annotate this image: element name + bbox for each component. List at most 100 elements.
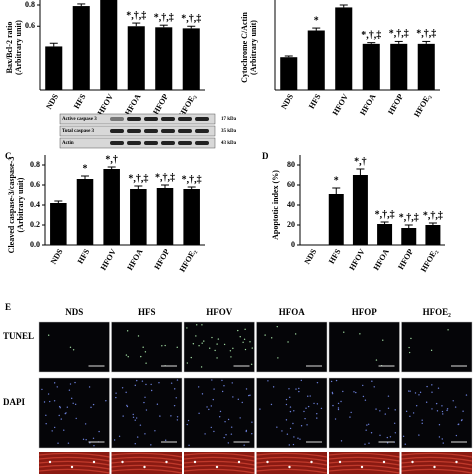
cell-dot — [41, 388, 43, 391]
blot-band — [161, 117, 175, 121]
tissue-streak — [256, 452, 328, 458]
cell-dot — [438, 424, 441, 426]
x-tick-label: HFS — [72, 92, 88, 110]
cell-dot — [213, 388, 215, 390]
cell-dot — [125, 354, 128, 356]
cell-dot — [200, 366, 203, 368]
cell-dot — [425, 401, 428, 403]
x-tick-label: HFOP — [152, 247, 171, 271]
cell-dot — [307, 395, 309, 397]
blot-band — [161, 141, 175, 145]
cell-dot — [121, 387, 124, 389]
cell-dot — [313, 402, 315, 405]
cell-dot — [161, 345, 163, 347]
cell-dot — [340, 400, 342, 403]
cell-dot — [92, 437, 95, 440]
cell-dot — [219, 410, 222, 413]
cell-dot — [462, 410, 464, 412]
cell-dot — [134, 384, 136, 387]
cell-dot — [366, 424, 368, 426]
bar — [390, 43, 408, 90]
cell-dot — [454, 406, 457, 408]
blot-label: Active caspase 3 — [62, 117, 97, 122]
annotation: *,†,‡ — [126, 10, 146, 21]
tissue-streak — [401, 460, 473, 466]
cell-dot — [218, 416, 221, 418]
cell-dot — [186, 327, 188, 329]
cell-dot — [59, 407, 61, 409]
x-tick-label: HFOA — [372, 247, 391, 272]
annotation: * — [314, 15, 319, 26]
x-tick-label: NDS — [303, 247, 319, 266]
cell-dot — [342, 390, 344, 393]
row-label: DAPI — [3, 397, 25, 407]
column-header: HFOE₂ — [423, 307, 452, 317]
cell-dot — [53, 426, 56, 429]
tissue-streak — [401, 468, 473, 474]
bar — [335, 7, 353, 90]
cell-dot — [118, 435, 121, 437]
cell-dot — [367, 423, 370, 426]
cell-dot — [190, 356, 192, 359]
cell-dot — [373, 386, 375, 388]
cell-dot — [455, 434, 458, 437]
cell-dot — [176, 419, 179, 421]
bar — [425, 225, 441, 245]
cell-dot — [298, 390, 300, 393]
y-tick-label: 20 — [287, 220, 295, 229]
tissue-streak — [183, 452, 255, 458]
cell-dot — [431, 408, 433, 410]
cell-dot — [105, 400, 107, 402]
cell-dot — [355, 391, 357, 394]
cell-dot — [386, 442, 389, 444]
cell-dot — [371, 380, 373, 382]
annotation: *,†,‡ — [182, 174, 202, 185]
blot-size: 17 kDa — [221, 117, 237, 122]
cell-dot — [267, 380, 269, 382]
marker — [215, 465, 219, 469]
cell-dot — [58, 414, 60, 417]
blot-band — [127, 141, 141, 145]
cell-dot — [292, 422, 294, 425]
cell-dot — [409, 415, 411, 418]
cell-dot — [231, 382, 233, 384]
y-tick-label: 0.2 — [30, 220, 40, 229]
cell-dot — [47, 334, 50, 336]
micrograph — [256, 321, 328, 373]
cell-dot — [188, 444, 190, 446]
micrograph — [111, 377, 183, 449]
cell-dot — [196, 324, 198, 326]
cell-dot — [137, 335, 140, 337]
cell-dot — [300, 425, 303, 427]
cell-dot — [223, 436, 225, 439]
cell-dot — [170, 415, 172, 417]
micrograph — [401, 377, 473, 449]
blot-band — [144, 129, 158, 133]
annotation: *,†,‡ — [154, 12, 174, 23]
bar — [72, 6, 90, 90]
cell-dot — [237, 329, 239, 332]
x-tick-label: HFOE₂ — [419, 247, 440, 274]
cell-dot — [437, 387, 440, 389]
cell-dot — [285, 419, 288, 421]
cell-dot — [164, 439, 167, 441]
tissue-streak — [183, 468, 255, 474]
cell-dot — [170, 382, 173, 384]
micrograph — [183, 321, 255, 373]
cell-dot — [227, 418, 230, 421]
cell-dot — [56, 386, 58, 388]
cell-dot — [66, 406, 69, 408]
cell-dot — [58, 405, 61, 408]
cell-dot — [402, 435, 405, 438]
cell-dot — [415, 405, 418, 407]
cell-dot — [158, 382, 160, 384]
cell-dot — [410, 337, 412, 340]
cell-dot — [320, 407, 323, 410]
cell-dot — [394, 432, 397, 434]
cell-dot — [145, 362, 147, 364]
column-header: HFS — [138, 307, 156, 317]
cell-dot — [332, 404, 334, 407]
marker — [237, 460, 241, 464]
tissue-streak — [38, 452, 110, 458]
cell-dot — [431, 391, 433, 393]
